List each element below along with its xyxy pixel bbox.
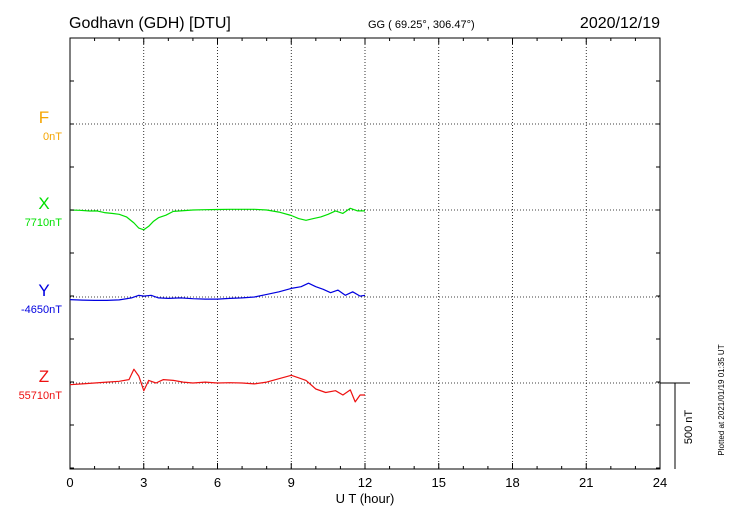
x-tick-label: 21 xyxy=(579,475,593,490)
scale-bar: 500 nT xyxy=(660,382,695,469)
series-baseline-x: 7710nT xyxy=(25,217,63,229)
series-labels: F 0nT X 7710nT Y -4650nT Z 55710nT xyxy=(19,108,63,402)
series-baseline-z: 55710nT xyxy=(19,390,63,402)
x-tick-label: 12 xyxy=(358,475,372,490)
series-baseline-f: 0nT xyxy=(43,131,62,143)
trace-y xyxy=(69,282,366,301)
grid-lines xyxy=(70,38,660,469)
series-baseline-y: -4650nT xyxy=(21,304,62,316)
x-tick-label: 15 xyxy=(432,475,446,490)
series-name-z: Z xyxy=(39,367,49,386)
x-axis-title: U T (hour) xyxy=(336,491,395,506)
x-tick-label: 18 xyxy=(505,475,519,490)
scale-bar-label: 500 nT xyxy=(683,410,695,445)
plotted-timestamp: Plotted at 2021/01/19 01:35 UT xyxy=(717,344,726,455)
station-title: Godhavn (GDH) [DTU] xyxy=(69,15,231,32)
series-name-x: X xyxy=(38,194,49,213)
traces xyxy=(69,207,366,403)
x-tick-label: 3 xyxy=(140,475,147,490)
series-name-y: Y xyxy=(38,281,49,300)
x-axis: 0 3 6 9 12 15 18 21 24 xyxy=(66,38,667,490)
date-label: 2020/12/19 xyxy=(580,15,660,32)
x-tick-label: 9 xyxy=(288,475,295,490)
x-tick-label: 24 xyxy=(653,475,667,490)
trace-z xyxy=(69,368,365,403)
coordinates-label: GG ( 69.25°, 306.47°) xyxy=(368,19,475,31)
x-tick-label: 0 xyxy=(66,475,73,490)
series-name-f: F xyxy=(39,108,49,127)
trace-x xyxy=(69,207,365,231)
x-tick-label: 6 xyxy=(214,475,221,490)
